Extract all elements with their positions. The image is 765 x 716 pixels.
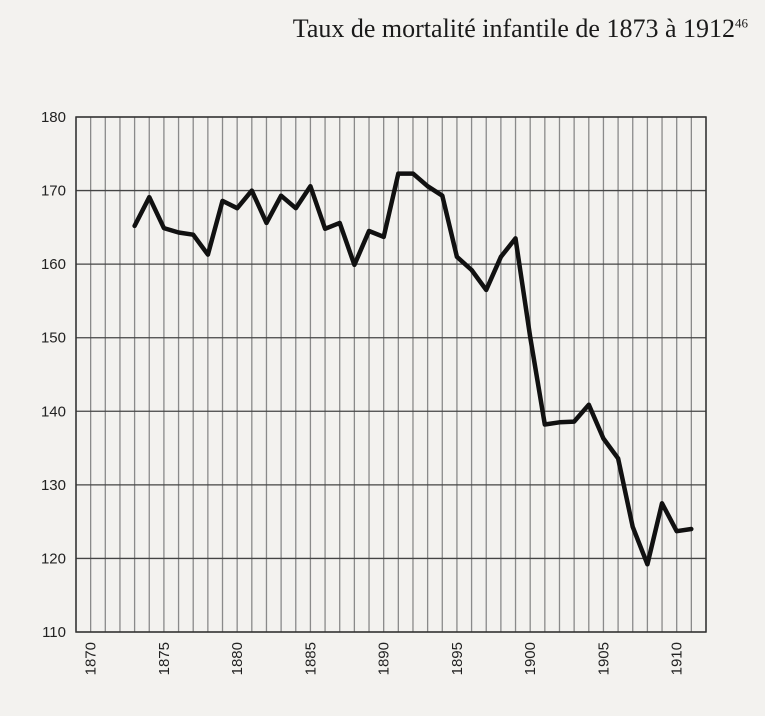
x-tick-label: 1895 <box>449 642 466 675</box>
y-tick-label: 170 <box>41 183 66 200</box>
x-tick-label: 1875 <box>156 642 173 675</box>
y-tick-label: 110 <box>42 624 66 641</box>
y-tick-label: 120 <box>41 550 66 567</box>
x-tick-label: 1910 <box>669 642 686 675</box>
x-tick-label: 1890 <box>376 642 393 675</box>
chart-title: Taux de mortalité infantile de 1873 à 19… <box>0 14 748 44</box>
y-tick-label: 160 <box>41 256 66 273</box>
chart-title-text: Taux de mortalité infantile de 1873 à 19… <box>292 14 735 43</box>
y-tick-label: 180 <box>41 109 66 126</box>
x-tick-label: 1885 <box>302 642 319 675</box>
y-tick-label: 140 <box>41 403 66 420</box>
y-tick-label: 150 <box>41 330 66 347</box>
x-tick-label: 1880 <box>229 642 246 675</box>
x-tick-label: 1900 <box>522 642 539 675</box>
x-tick-label: 1870 <box>83 642 100 675</box>
x-tick-label: 1905 <box>595 642 612 675</box>
y-tick-label: 130 <box>41 477 66 494</box>
plot-frame <box>75 116 707 633</box>
chart-title-footnote: 46 <box>735 15 748 31</box>
